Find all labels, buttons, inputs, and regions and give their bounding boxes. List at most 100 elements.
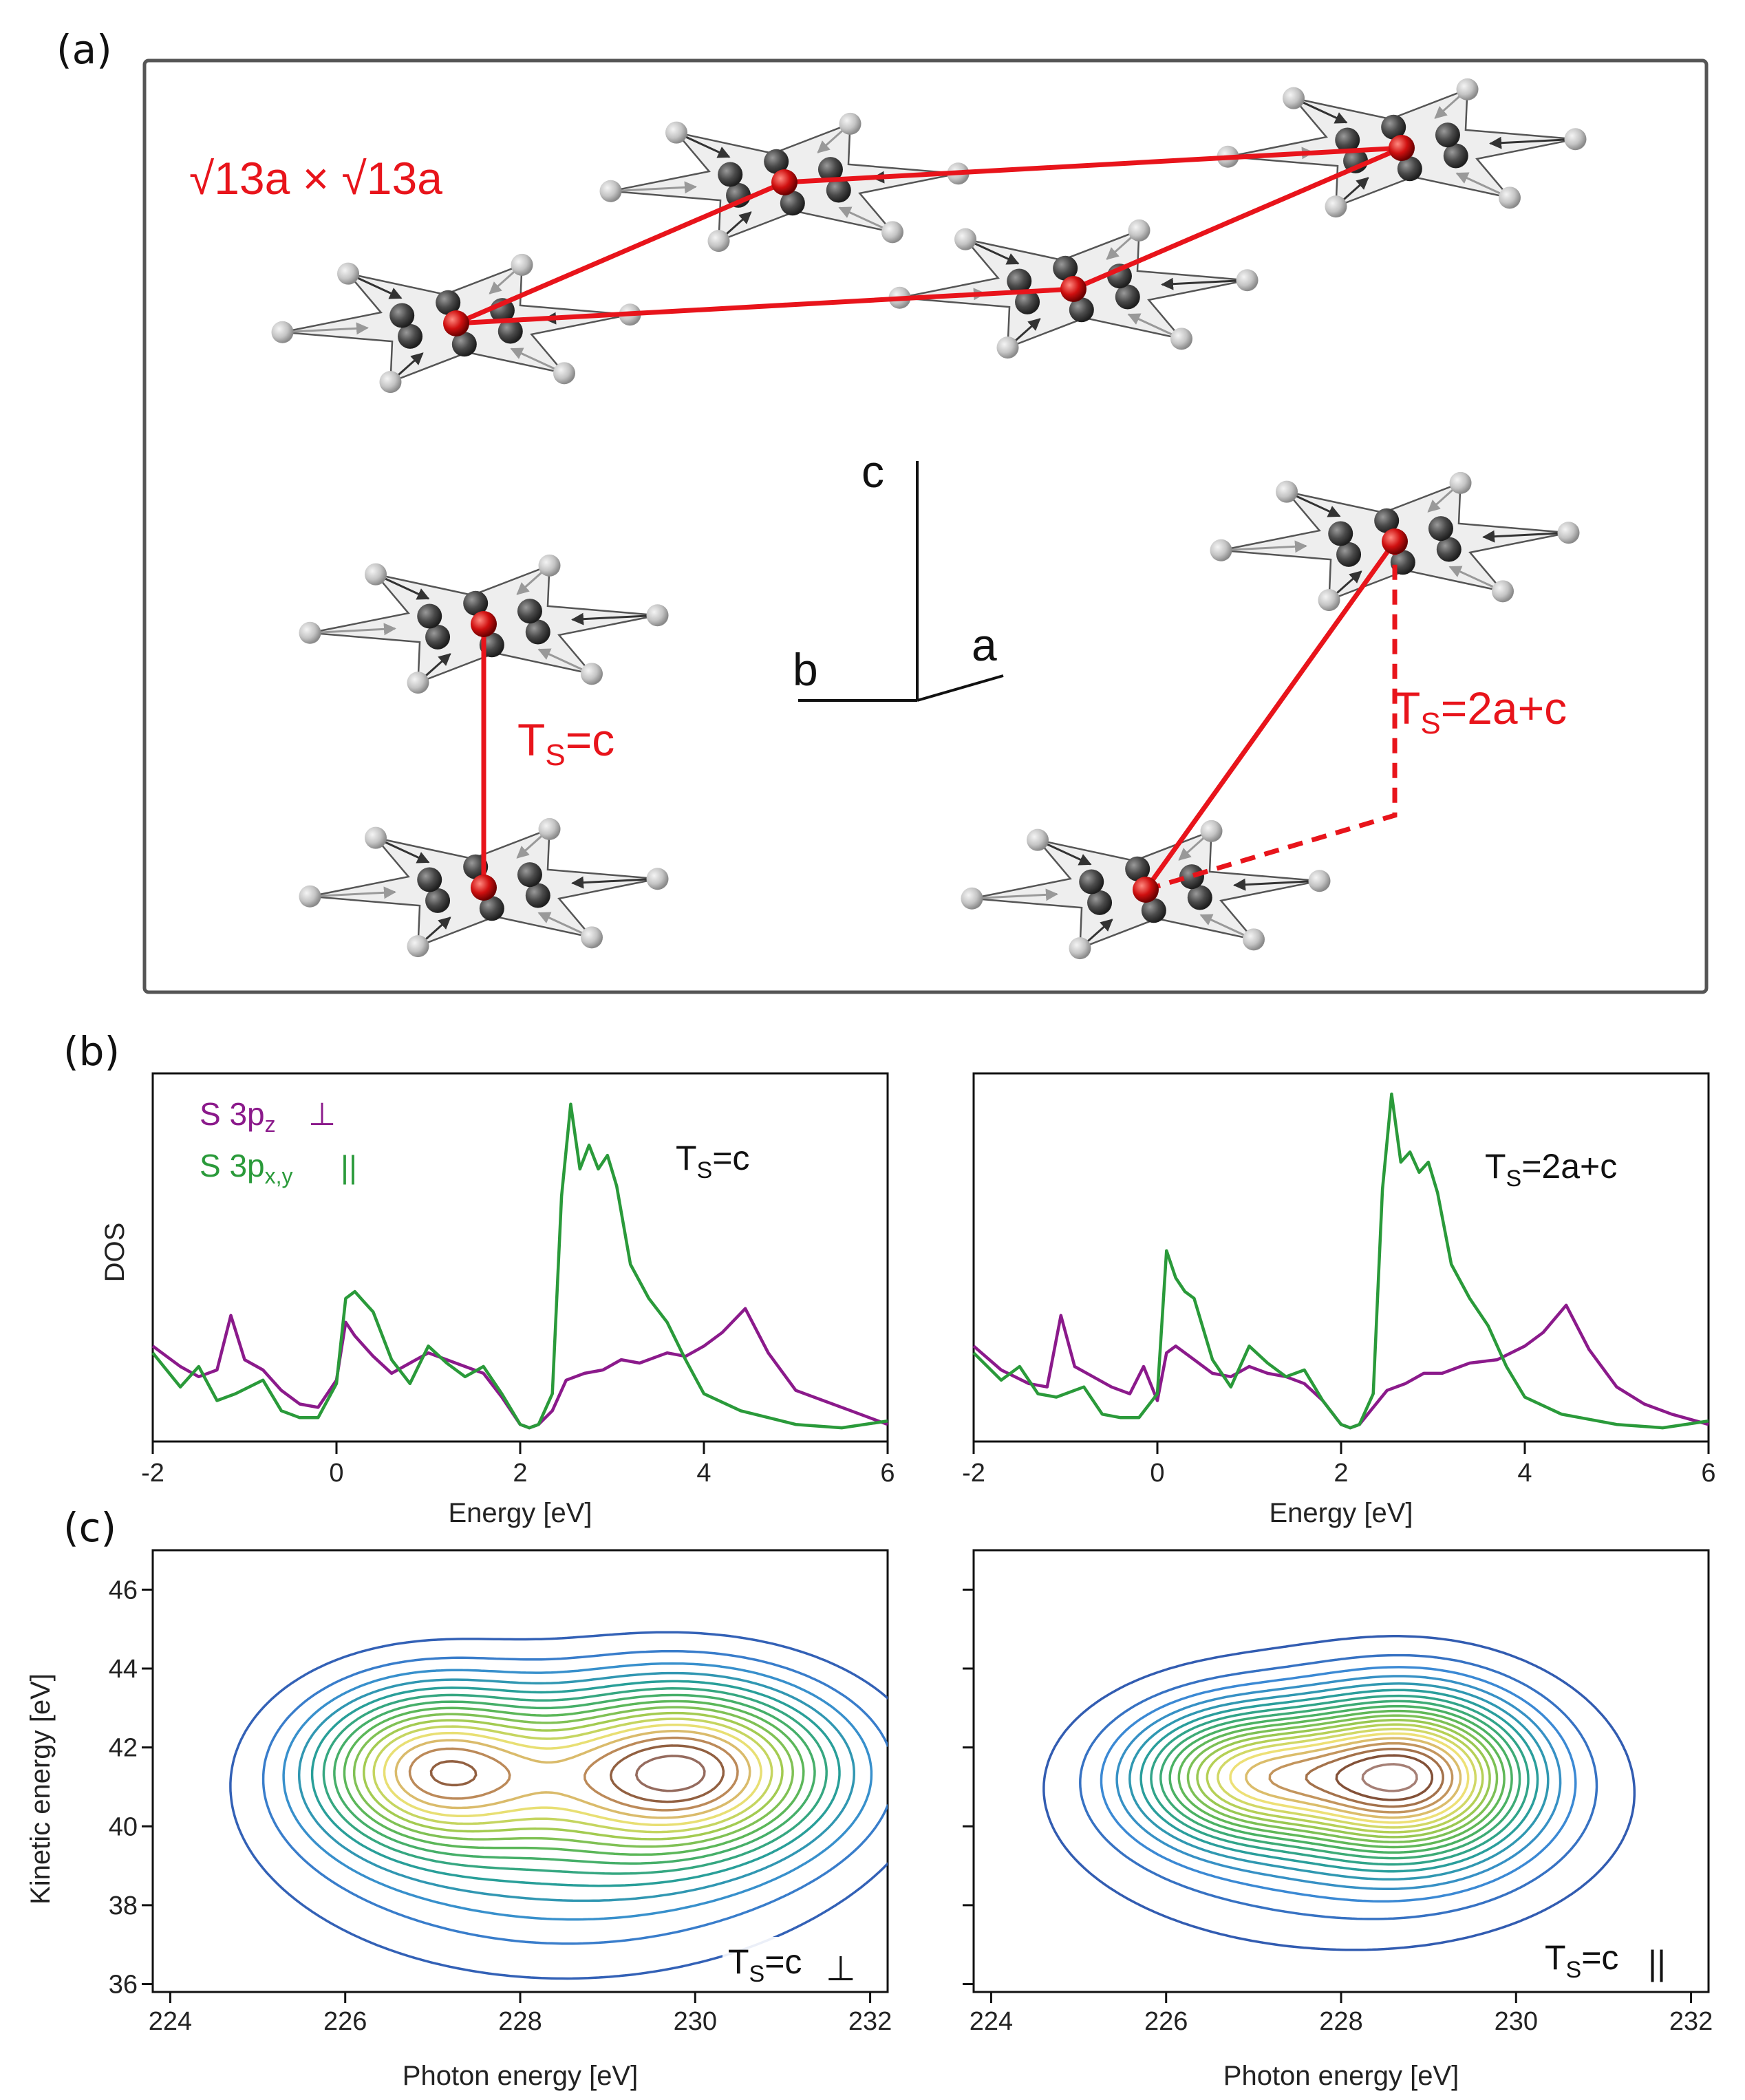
outer-atom	[1491, 580, 1514, 603]
contour-level	[1042, 1635, 1636, 1951]
supercell-label: √13a × √13a	[189, 153, 442, 204]
outer-atom	[1236, 269, 1259, 292]
outer-atom	[1456, 78, 1479, 100]
outer-atom	[954, 228, 977, 250]
contour-level	[343, 1700, 805, 1856]
contour-level	[282, 1662, 873, 1921]
contour-level	[1186, 1714, 1499, 1843]
outer-atom	[646, 868, 669, 890]
displacement-arrow	[1489, 136, 1576, 149]
contour-level	[635, 1755, 706, 1792]
inner-atom	[826, 178, 851, 203]
x-tick-label: 2	[513, 1459, 527, 1488]
contour-level	[1177, 1709, 1506, 1849]
inner-atom	[451, 332, 477, 357]
central-atom	[443, 310, 469, 336]
outer-atom	[1027, 828, 1049, 851]
inner-atom	[425, 888, 451, 913]
crystal-axes: c b a	[793, 446, 1004, 702]
inner-atom	[1053, 255, 1078, 281]
outer-atom	[580, 663, 603, 685]
dos-legend: S 3pz ⊥ S 3px,y ||	[200, 1096, 357, 1188]
map-left-symbol: ⊥	[826, 1949, 856, 1988]
panel-a: (a) √13a × √13a TS=c TS=2a+c c b a	[56, 26, 1709, 994]
contour-level	[372, 1717, 773, 1834]
displacement-arrow	[610, 181, 697, 194]
contour-level	[1268, 1742, 1454, 1814]
inner-atom	[436, 290, 461, 315]
contour-level	[322, 1687, 828, 1875]
contour-level	[1361, 1763, 1418, 1792]
outer-atom	[1069, 937, 1091, 960]
y-tick-label: 36	[109, 1971, 138, 2000]
contour-level	[394, 1730, 751, 1819]
inner-atom	[497, 319, 523, 344]
x-tick-label: 230	[1495, 2007, 1538, 2036]
map-right-label: TS=c	[1545, 1938, 1618, 1983]
inner-atom	[479, 896, 504, 921]
inner-atom	[1007, 268, 1032, 294]
x-tick-label: 230	[674, 2007, 717, 2036]
x-tick-label: 6	[880, 1459, 895, 1488]
inner-atom	[1428, 516, 1453, 542]
axis-c-label: c	[861, 446, 884, 497]
outer-atom	[271, 321, 294, 343]
inner-atom	[525, 619, 550, 645]
dos-left-xlabel: Energy [eV]	[448, 1498, 592, 1528]
inner-atom	[425, 624, 451, 650]
outer-atom	[707, 230, 730, 253]
contour-level	[1245, 1737, 1462, 1819]
dos-chart-left: -2 0 2 4 6	[141, 1072, 895, 1488]
displacement-arrow	[282, 322, 369, 335]
inner-atom	[1381, 114, 1406, 140]
contour-level	[1196, 1719, 1491, 1839]
inner-atom	[1397, 156, 1422, 182]
inner-atom	[1435, 122, 1460, 148]
map-left-xlabel: Photon energy [eV]	[403, 2061, 638, 2091]
contour-level	[1115, 1675, 1562, 1891]
legend-pxy: S 3px,y	[200, 1148, 293, 1188]
x-tick-label: 228	[1319, 2007, 1362, 2036]
x-tick-label: 0	[329, 1459, 343, 1488]
inner-atom	[764, 149, 789, 174]
x-tick-label: 232	[1669, 2007, 1713, 2036]
dos-series-line	[972, 1092, 1709, 1430]
map-right-xlabel: Photon energy [eV]	[1223, 2061, 1459, 2091]
x-tick-label: 4	[1517, 1459, 1532, 1488]
outer-atom	[881, 221, 903, 244]
contour-level	[1139, 1689, 1539, 1873]
outer-atom	[407, 935, 429, 958]
displacement-arrow	[571, 876, 658, 889]
stacking-decomposition	[1144, 542, 1398, 892]
x-tick-label: -2	[141, 1459, 164, 1488]
displacement-arrow	[1482, 530, 1569, 543]
x-tick-label: 0	[1150, 1459, 1164, 1488]
panel-c-letter: (c)	[63, 1504, 116, 1551]
contour-level	[1335, 1754, 1434, 1801]
outer-atom	[996, 336, 1019, 359]
contour-level	[429, 1744, 725, 1803]
axis-b-label: b	[793, 644, 818, 695]
inner-atom	[1328, 521, 1353, 546]
dos-ylabel: DOS	[100, 1223, 130, 1283]
y-tick-label: 44	[109, 1655, 138, 1684]
panel-a-letter: (a)	[56, 26, 112, 73]
inner-atom	[1087, 890, 1113, 915]
contour-level	[1159, 1700, 1521, 1860]
ts-c-label: TS=c	[517, 714, 614, 772]
outer-atom	[961, 887, 983, 910]
legend-pz: S 3pz	[200, 1096, 276, 1137]
contour-level	[1079, 1653, 1598, 1920]
contour-map-left: 224 226 228 230 232 36 38 40 42 44 46	[109, 1549, 892, 2036]
inner-atom	[1069, 297, 1094, 323]
panel-b: (b) DOS -2 0 2 4 6 -2 0 2 4 6 Energy [eV] Energy…	[63, 1028, 1716, 1528]
outer-atom	[1564, 128, 1587, 151]
outer-atom	[839, 112, 861, 135]
contour-level	[1206, 1723, 1484, 1834]
supercell-outline	[455, 145, 1403, 326]
contour-level	[297, 1671, 855, 1903]
contour-map-right: 224 226 228 230 232	[963, 1549, 1713, 2036]
panel-a-frame	[142, 58, 1709, 994]
outer-atom	[1449, 471, 1472, 494]
